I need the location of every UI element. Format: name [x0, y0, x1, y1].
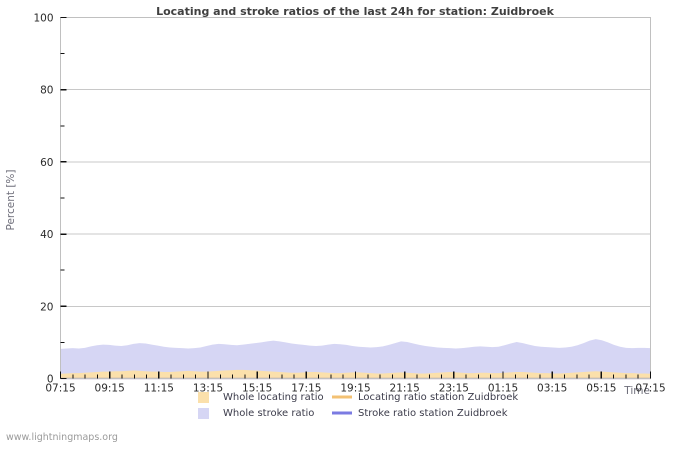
x-tick-label-1: 09:15: [95, 383, 125, 395]
plot-frame: [60, 17, 651, 379]
legend-label: Whole locating ratio: [223, 392, 324, 403]
y-tick-label-40: 40: [40, 229, 53, 241]
y-tick-label-20: 20: [40, 301, 53, 313]
legend-item[interactable]: Whole stroke ratio: [198, 408, 314, 419]
x-tick-label-3: 13:15: [193, 383, 223, 395]
legend-label: Stroke ratio station Zuidbroek: [358, 408, 508, 419]
legend-swatch-fill: [198, 392, 209, 403]
series-area-whole_stroke: [60, 339, 651, 379]
legend-item[interactable]: Whole locating ratio: [198, 392, 324, 403]
x-tick-label-0: 07:15: [45, 383, 75, 395]
legend-label: Locating ratio station Zuidbroek: [358, 392, 518, 403]
legend-item[interactable]: Stroke ratio station Zuidbroek: [332, 408, 508, 419]
chart-title: Locating and stroke ratios of the last 2…: [156, 5, 555, 18]
y-axis-label: Percent [%]: [5, 169, 17, 230]
chart-legend: Whole locating ratio Locating ratio stati…: [198, 392, 518, 419]
x-axis-ticks: 07:15 09:15 11:15 13:15 15:15 17:15 19:15 21:15…: [45, 371, 666, 395]
y-tick-label-100: 100: [33, 13, 53, 25]
y-tick-label-60: 60: [40, 157, 53, 169]
legend-label: Whole stroke ratio: [223, 408, 314, 419]
x-tick-label-9: 01:15: [488, 383, 518, 395]
y-tick-label-0: 0: [47, 374, 54, 386]
x-tick-label-2: 11:15: [144, 383, 174, 395]
gridlines: [60, 17, 651, 307]
x-tick-label-5: 17:15: [291, 383, 321, 395]
x-tick-label-4: 15:15: [242, 383, 272, 395]
x-tick-label-10: 03:15: [537, 383, 567, 395]
watermark: www.lightningmaps.org: [6, 432, 118, 443]
x-tick-label-6: 19:15: [340, 383, 370, 395]
x-tick-label-12: 07:15: [635, 383, 665, 395]
y-axis-ticks: 0 20 40 60 80 100: [33, 13, 67, 386]
legend-swatch-fill: [198, 408, 209, 419]
y-tick-label-80: 80: [40, 85, 53, 97]
x-tick-label-7: 21:15: [390, 383, 420, 395]
x-tick-label-8: 23:15: [439, 383, 469, 395]
x-axis-label: Time: [623, 385, 650, 397]
x-tick-label-11: 05:15: [586, 383, 616, 395]
legend-item[interactable]: Locating ratio station Zuidbroek: [332, 392, 518, 403]
